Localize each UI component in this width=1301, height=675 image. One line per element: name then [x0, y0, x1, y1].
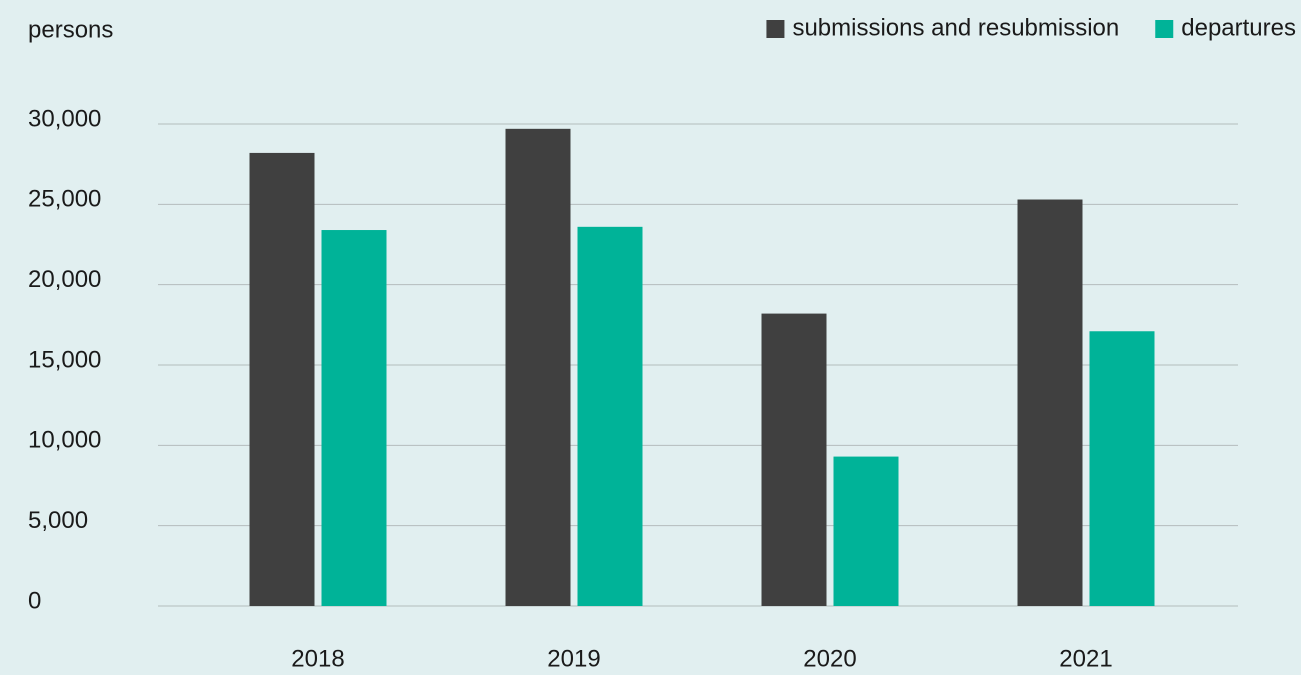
- bar: [577, 226, 643, 606]
- bar: [321, 230, 387, 607]
- y-axis-label: persons: [28, 16, 113, 43]
- bar: [761, 313, 827, 606]
- legend-label: submissions and resubmission: [792, 14, 1119, 41]
- x-tick-label: 2021: [1059, 645, 1112, 672]
- legend-label: departures: [1181, 14, 1296, 41]
- y-tick-label: 20,000: [28, 266, 101, 293]
- x-tick-label: 2020: [803, 645, 856, 672]
- y-tick-label: 15,000: [28, 346, 101, 373]
- y-tick-label: 0: [28, 587, 41, 614]
- bar: [1017, 199, 1083, 606]
- bar: [505, 128, 571, 606]
- y-tick-label: 5,000: [28, 507, 88, 534]
- bar: [1089, 331, 1155, 606]
- y-tick-label: 30,000: [28, 105, 101, 132]
- y-tick-label: 25,000: [28, 186, 101, 213]
- y-tick-label: 10,000: [28, 427, 101, 454]
- x-tick-label: 2019: [547, 645, 600, 672]
- x-tick-label: 2018: [291, 645, 344, 672]
- legend-swatch: [1155, 20, 1174, 38]
- bar: [249, 152, 315, 607]
- legend-swatch: [766, 20, 785, 38]
- bar: [833, 456, 899, 606]
